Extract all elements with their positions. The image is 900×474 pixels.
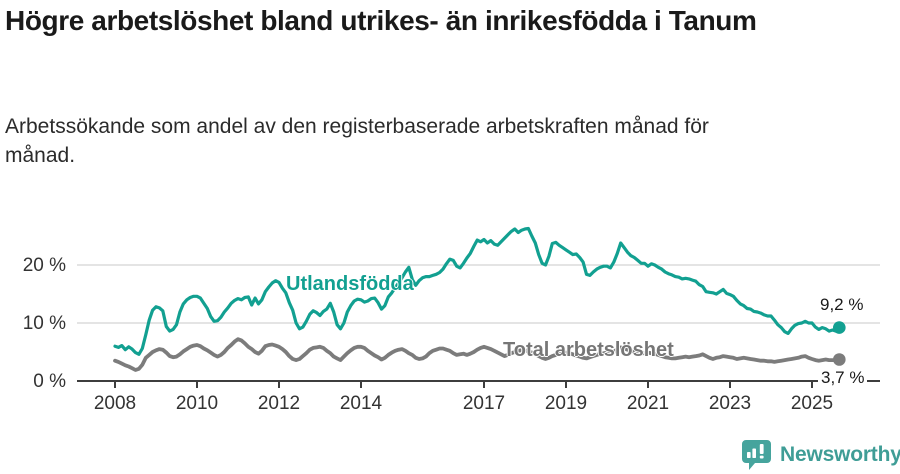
- y-tick-label-10: 10 %: [23, 313, 66, 334]
- y-tick-label-20: 20 %: [23, 255, 66, 276]
- exclamation-dot: [759, 455, 764, 459]
- chart-subtitle: Arbetssökande som andel av den registerb…: [5, 115, 709, 167]
- x-tick-label-2023: 2023: [709, 393, 751, 414]
- end-value-total: 3,7 %: [818, 368, 868, 388]
- end-dot-utlandsfodda: [833, 321, 846, 334]
- x-tick-label-2008: 2008: [94, 393, 136, 414]
- newsworthy-logo-text: Newsworthy: [780, 442, 900, 466]
- x-tick-label-2014: 2014: [340, 393, 383, 414]
- chart-title: Högre arbetslöshet bland utrikes- än inr…: [5, 5, 757, 36]
- end-dot-total: [833, 353, 846, 366]
- end-value-utlandsfodda: 9,2 %: [820, 295, 864, 314]
- newsworthy-logo[interactable]: Newsworthy: [740, 438, 900, 471]
- y-tick-label-0: 0 %: [33, 371, 66, 392]
- bar-1: [747, 452, 751, 458]
- series-label-utlandsfodda: Utlandsfödda: [286, 273, 414, 295]
- exclamation-bar: [759, 444, 764, 454]
- x-tick-label-2019: 2019: [545, 393, 587, 414]
- x-tick-label-2017: 2017: [463, 393, 505, 414]
- speech-bubble-shape: [742, 440, 771, 470]
- x-tick-label-2021: 2021: [627, 393, 669, 414]
- series-line-total: [113, 337, 842, 372]
- series-label-total-arbetsloshet: Total arbetslöshet: [503, 339, 674, 361]
- x-tick-label-2010: 2010: [176, 393, 218, 414]
- speech-bubble-bar-chart-icon: [742, 440, 771, 470]
- x-tick-label-2025: 2025: [791, 393, 833, 414]
- x-tick-label-2012: 2012: [258, 393, 300, 414]
- series-line-utlandsfodda: [113, 226, 841, 356]
- bar-2: [752, 448, 756, 458]
